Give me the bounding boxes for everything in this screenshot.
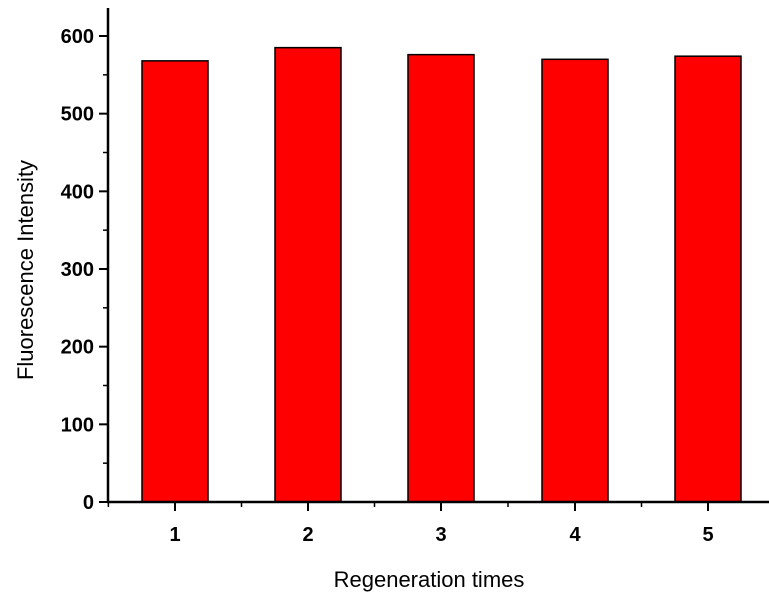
x-tick-label: 2 bbox=[302, 524, 313, 546]
y-tick-label: 400 bbox=[61, 181, 94, 203]
bar-3 bbox=[407, 53, 475, 503]
y-tick-labels: 0 100 200 300 400 500 600 bbox=[61, 26, 94, 514]
bar-1 bbox=[141, 60, 209, 503]
y-tick-label: 500 bbox=[61, 104, 94, 126]
y-tick-label: 600 bbox=[61, 26, 94, 48]
x-tick-labels: 1 2 3 4 5 bbox=[169, 524, 713, 546]
x-tick-label: 5 bbox=[702, 524, 713, 546]
y-tick-label: 200 bbox=[61, 337, 94, 359]
x-ticks bbox=[107, 502, 709, 511]
x-tick-label: 4 bbox=[569, 524, 581, 546]
y-axis-title: Fluorescence Intensity bbox=[13, 160, 38, 380]
y-tick-label: 0 bbox=[83, 492, 94, 514]
x-tick-label: 3 bbox=[435, 524, 446, 546]
y-tick-label: 300 bbox=[61, 259, 94, 281]
bar-4 bbox=[541, 58, 609, 503]
bar-5 bbox=[674, 55, 742, 503]
x-tick-label: 1 bbox=[169, 524, 180, 546]
x-axis-title: Regeneration times bbox=[334, 567, 525, 592]
bars bbox=[141, 46, 742, 503]
bar-2 bbox=[274, 46, 342, 503]
y-major-ticks bbox=[99, 35, 108, 503]
y-tick-label: 100 bbox=[61, 414, 94, 436]
